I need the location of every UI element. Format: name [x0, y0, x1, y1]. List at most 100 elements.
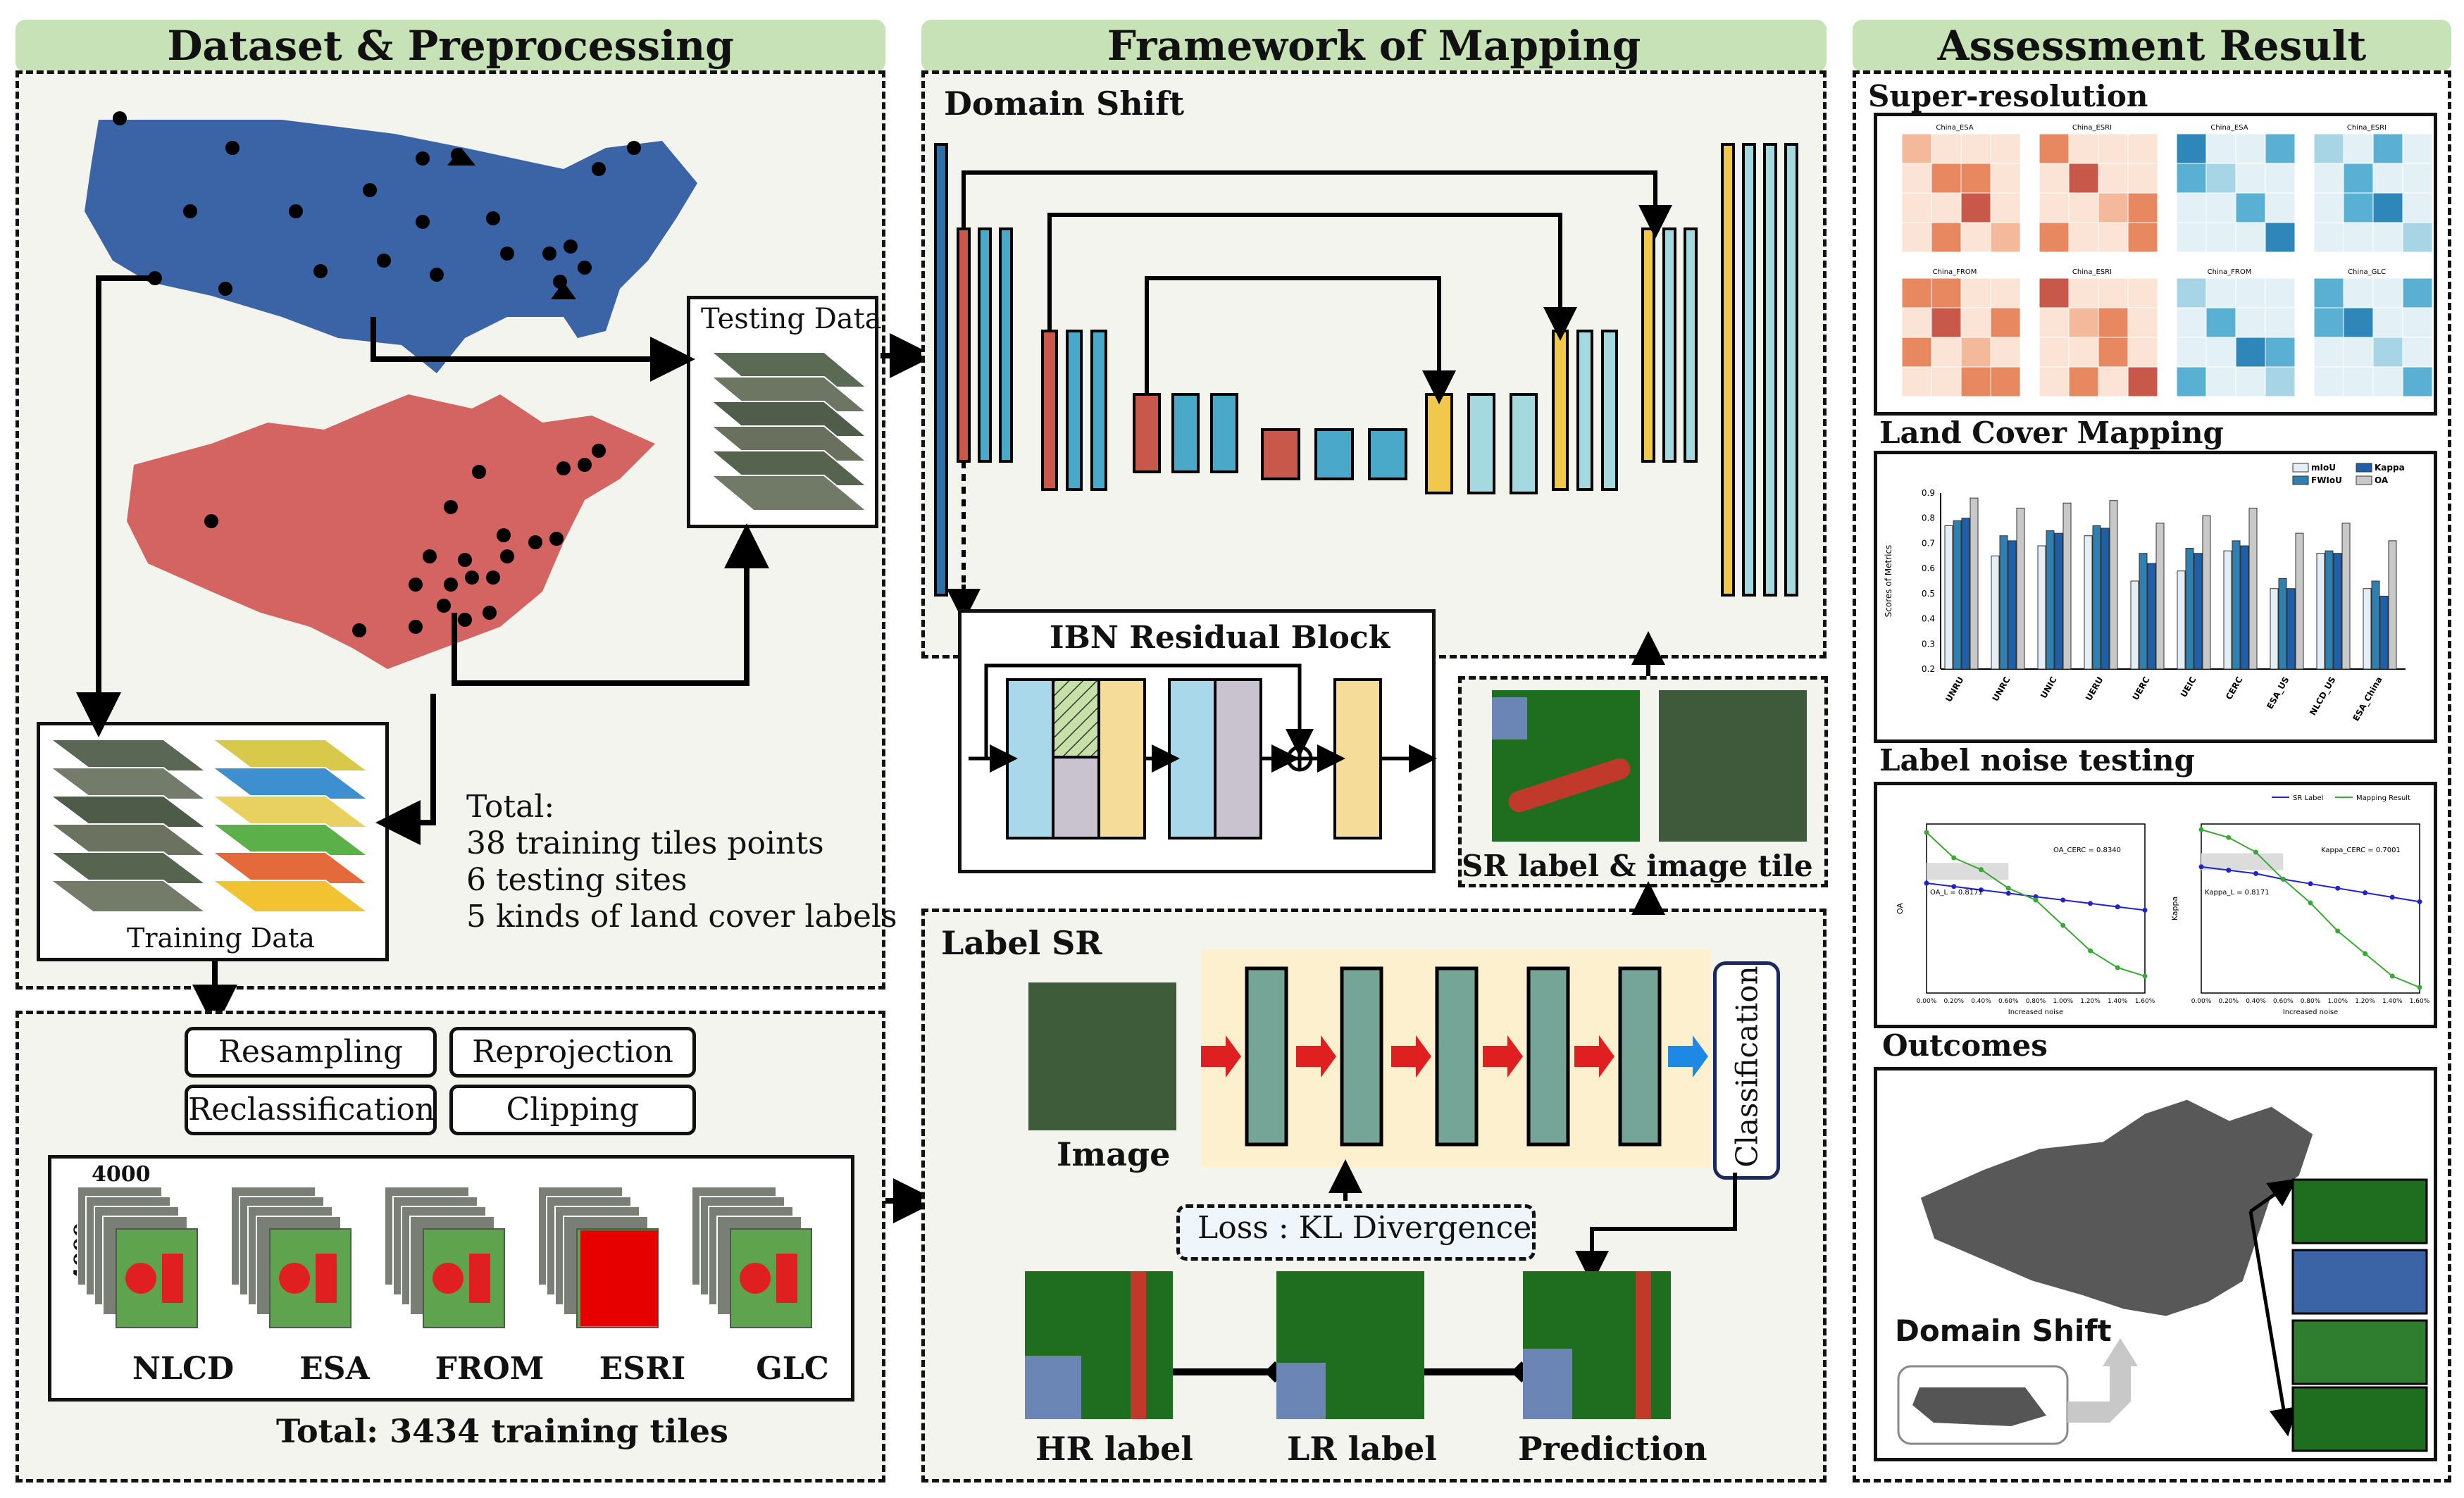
matrix-cell: [1960, 366, 1991, 397]
total-line-2: 6 testing sites: [466, 862, 687, 898]
matrix-cell: [2235, 222, 2266, 253]
matrix-cell: [2127, 277, 2158, 308]
bar: [2341, 523, 2351, 670]
series-point: [1924, 830, 1929, 835]
matrix-cell: [1960, 277, 1991, 308]
matrix-cell: [1990, 133, 2021, 164]
x-tick-label: 0.00%: [1917, 998, 1937, 1005]
matrix-cell: [1990, 277, 2021, 308]
matrix-cell: [1960, 307, 1991, 338]
matrix-cell: [1901, 366, 1932, 397]
bar: [2232, 540, 2241, 670]
series-point: [2253, 870, 2258, 876]
series-point: [1951, 855, 1957, 861]
x-tick-label: NLCD_US: [2308, 675, 2338, 718]
matrix-cell: [2039, 163, 2070, 194]
series-point: [2115, 904, 2120, 910]
header-assessment: Assessment Result: [1853, 20, 2451, 72]
outcomes-map: [1897, 1097, 2428, 1452]
x-tick-label: UERU: [2084, 675, 2105, 703]
matrix-cell: [2402, 277, 2433, 308]
matrix-cell: [2068, 307, 2099, 338]
matrix-cell: [2402, 163, 2433, 194]
matrix-cell: [2372, 277, 2403, 308]
matrix-cell: [2205, 133, 2236, 164]
matrix-cell: [2039, 133, 2070, 164]
series-point: [2005, 885, 2011, 891]
x-tick-label: 1.00%: [2327, 998, 2348, 1005]
bar: [2008, 540, 2017, 670]
bar: [2379, 595, 2389, 670]
lr-label-caption: LR label: [1287, 1430, 1437, 1468]
series-point: [2060, 897, 2066, 903]
y-tick-label: 0.8: [1922, 513, 1935, 523]
matrix-cell: [2265, 192, 2296, 223]
matrix-cell: [2068, 133, 2099, 164]
x-axis-label: Increased noise: [2283, 1009, 2338, 1016]
label-esa: ESA: [299, 1351, 370, 1387]
matrix-cell: [2205, 337, 2236, 368]
matrix-cell: [2098, 163, 2129, 194]
header-framework: Framework of Mapping: [921, 20, 1827, 72]
matrix-cell: [1960, 163, 1991, 194]
bar: [2240, 545, 2249, 670]
matrix-cell: [2235, 277, 2266, 308]
training-image-stack: [49, 739, 370, 913]
matrix-cell: [2402, 192, 2433, 223]
series-point: [2088, 948, 2093, 954]
series-point: [2005, 890, 2011, 896]
classification-box: [1713, 961, 1780, 1180]
unet-diagram: [934, 143, 1798, 623]
shaded-region: [1927, 863, 2009, 880]
series-point: [2389, 973, 2395, 979]
bar: [2130, 580, 2139, 670]
bar: [2016, 507, 2025, 670]
matrix-cell: [1901, 277, 1932, 308]
legend-swatch: [2356, 475, 2372, 485]
label-esri: ESRI: [599, 1351, 686, 1387]
label-noise-box: [1874, 782, 2437, 1028]
bar: [2363, 588, 2372, 670]
matrix-cell: [2372, 133, 2403, 164]
matrix-cell: [2205, 307, 2236, 338]
loss-label: Loss : KL Divergence: [1197, 1210, 1532, 1246]
matrix-title: China_ESA: [2210, 124, 2248, 132]
matrix-title: China_GLC: [2348, 268, 2386, 276]
x-tick-label: CERC: [2224, 675, 2245, 701]
matrix-cell: [2265, 222, 2296, 253]
series-point: [1924, 880, 1929, 886]
matrix-cell: [1990, 337, 2021, 368]
y-tick-label: 0.3: [1922, 639, 1935, 649]
matrix-cell: [2372, 192, 2403, 223]
plot-frame: [2201, 823, 2420, 994]
series-point: [1979, 867, 1984, 873]
bar: [2062, 502, 2072, 670]
hr-label-caption: HR label: [1035, 1430, 1193, 1468]
y-tick-label: 0.4: [1922, 614, 1935, 624]
matrix-cell: [2402, 222, 2433, 253]
matrix-cell: [2313, 163, 2344, 194]
x-tick-label: 0.60%: [2273, 998, 2294, 1005]
matrix-cell: [2313, 192, 2344, 223]
label-patch: [125, 1263, 156, 1294]
series-point: [2280, 876, 2286, 882]
matrix-cell: [2176, 163, 2207, 194]
matrix-cell: [1931, 366, 1962, 397]
matrix-cell: [2205, 277, 2236, 308]
x-tick-label: 0.20%: [2218, 998, 2239, 1005]
matrix-cell: [2205, 222, 2236, 253]
matrix-cell: [2372, 163, 2403, 194]
matrix-cell: [1931, 277, 1962, 308]
matrix-cell: [2313, 337, 2344, 368]
matrix-cell: [1931, 337, 1962, 368]
matrix-cell: [2313, 366, 2344, 397]
matrix-title: China_ESRI: [2072, 124, 2112, 132]
bar: [2054, 532, 2063, 670]
matrix-cell: [2039, 366, 2070, 397]
x-axis-label: Increased noise: [2008, 1009, 2063, 1016]
matrix-cell: [1901, 133, 1932, 164]
matrix-cell: [2343, 307, 2374, 338]
matrix-cell: [2235, 337, 2266, 368]
matrix-cell: [2098, 366, 2129, 397]
